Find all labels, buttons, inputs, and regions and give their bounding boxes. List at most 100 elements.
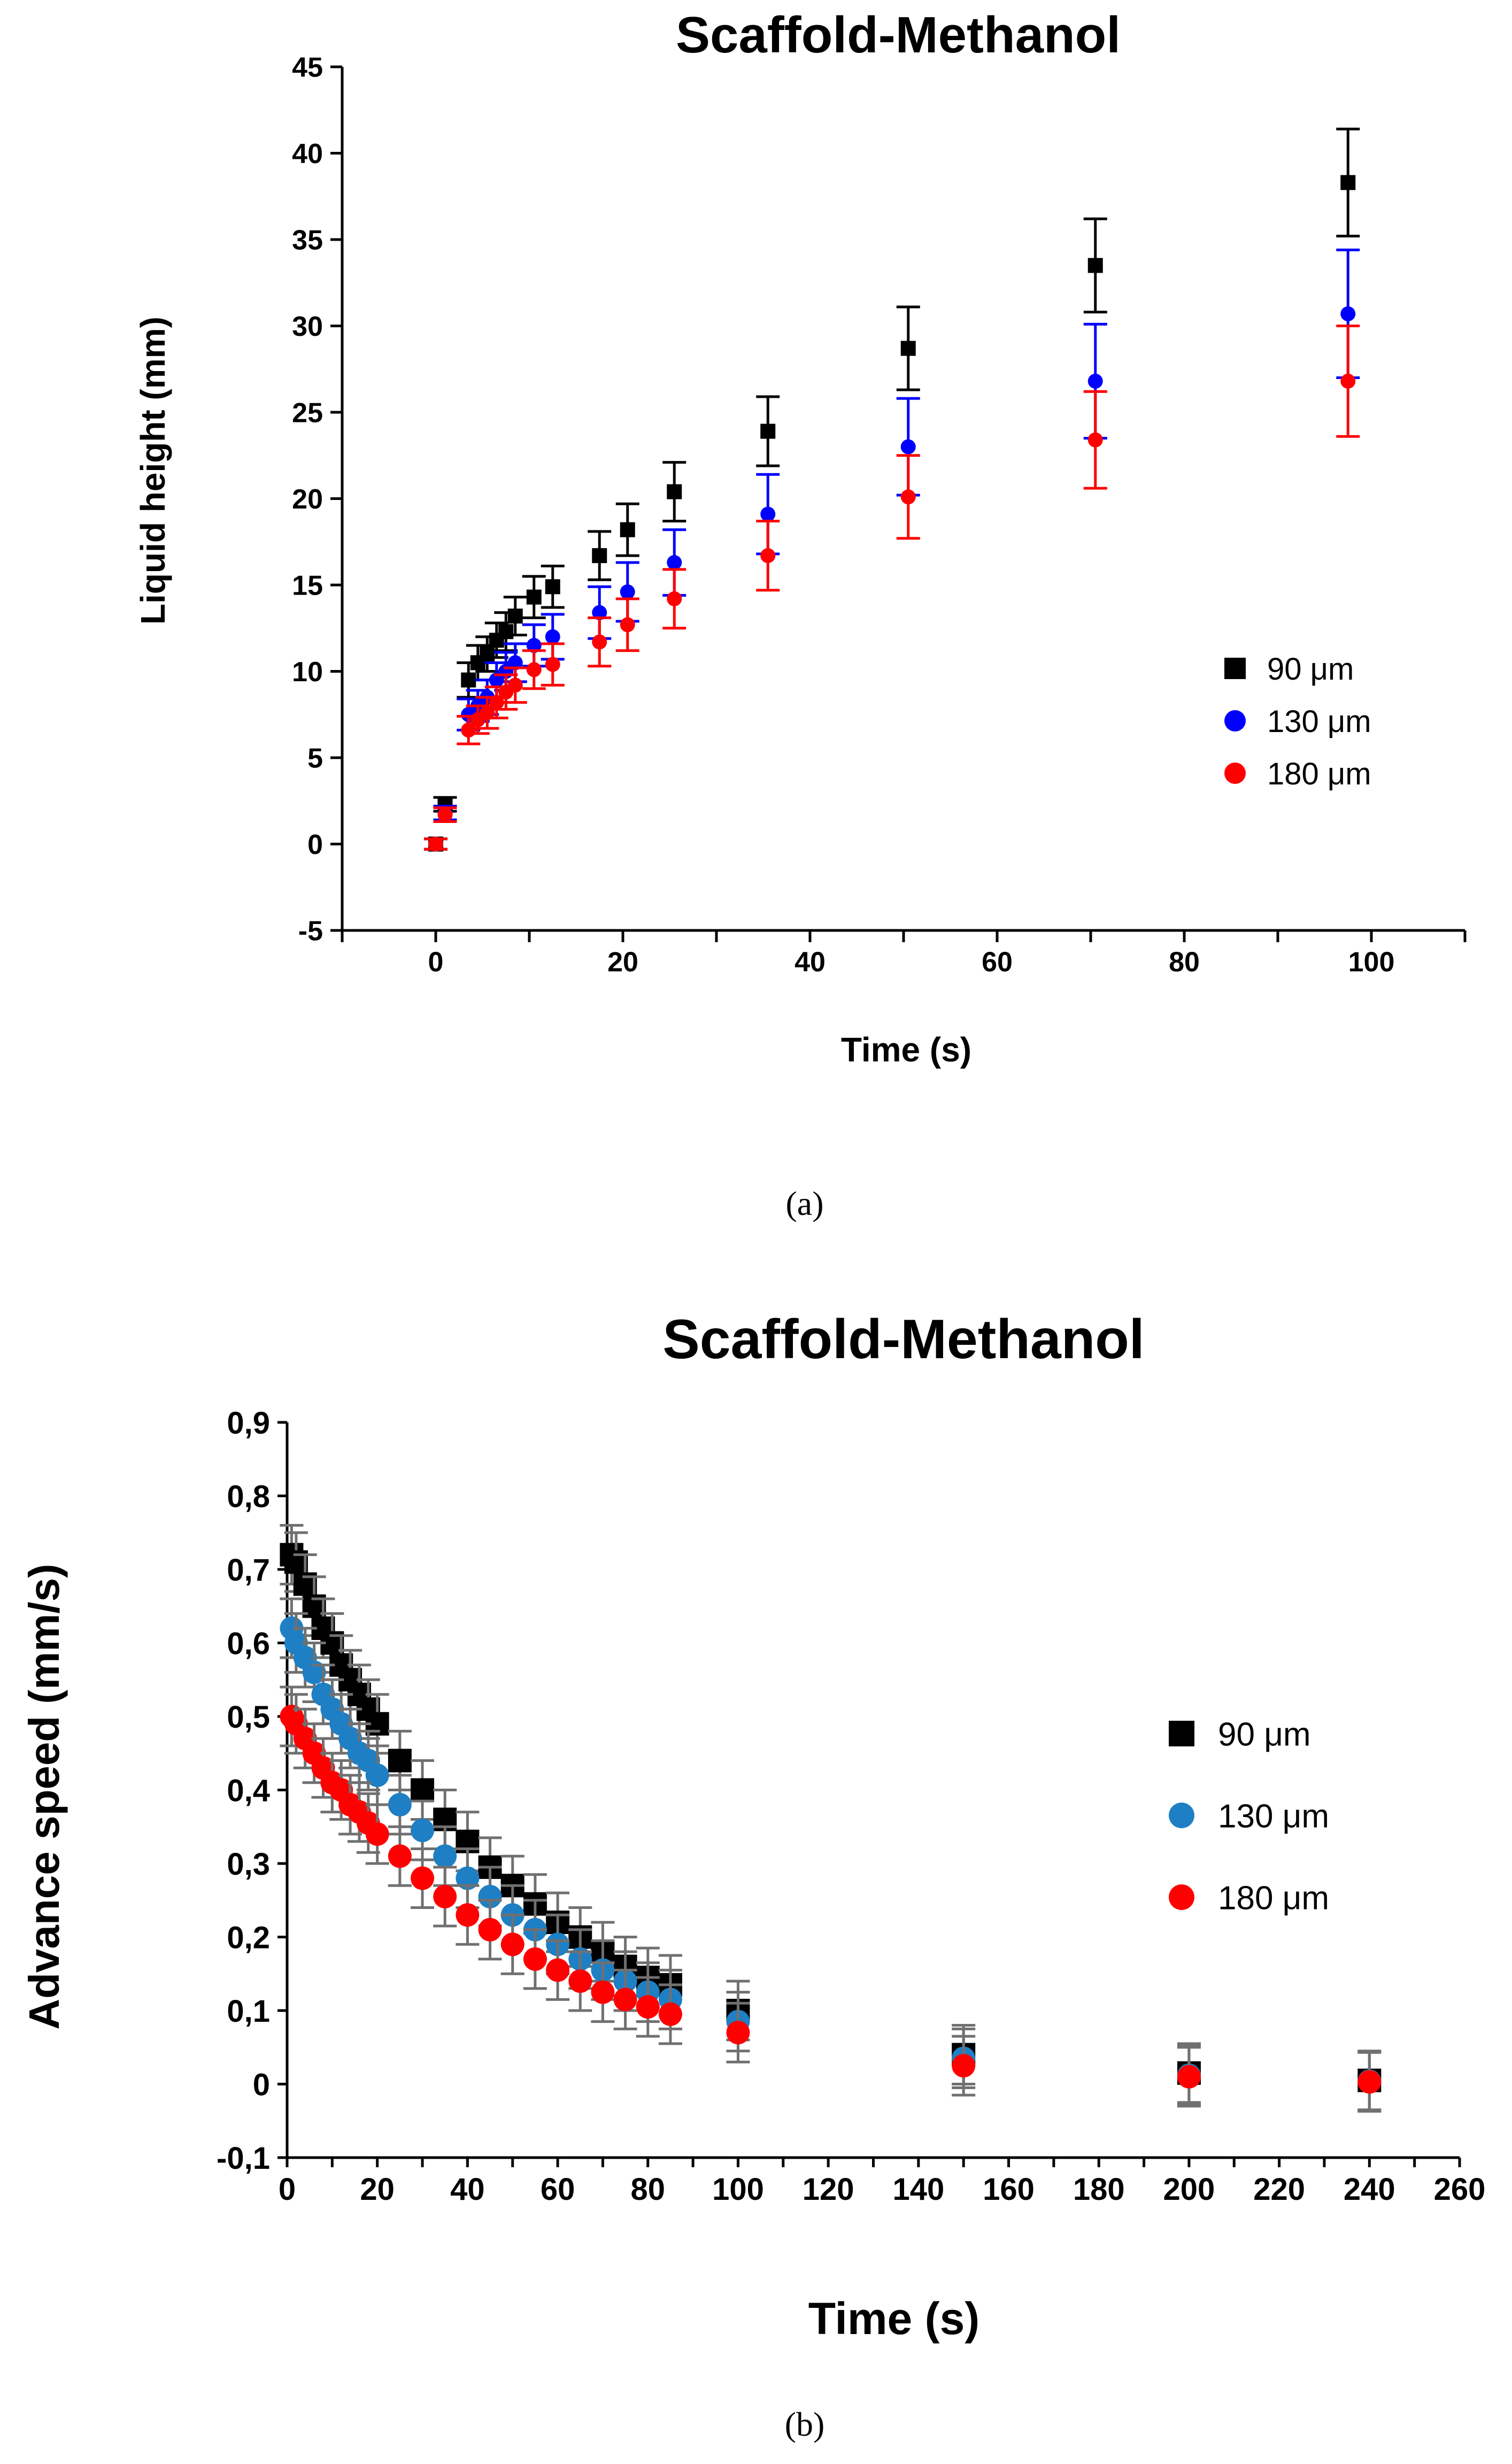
chart-a-y-tick-label: 35 bbox=[292, 225, 323, 256]
chart-a-point bbox=[620, 584, 635, 599]
chart-b-point bbox=[365, 1822, 389, 1846]
chart-a-point bbox=[1340, 373, 1356, 389]
chart-a-legend-marker-2 bbox=[1224, 763, 1246, 784]
chart-b-y-tick-label: -0,1 bbox=[217, 2141, 270, 2176]
chart-a-y-tick-label: 45 bbox=[292, 52, 323, 83]
chart-a-point bbox=[507, 609, 523, 624]
chart-b-point bbox=[591, 1980, 615, 2004]
chart-a-point bbox=[480, 705, 495, 721]
chart-b-y-tick-label: 0 bbox=[253, 2067, 270, 2102]
chart-a-point bbox=[667, 555, 682, 571]
chart-b: Scaffold-Methanol Time (s) Advance speed… bbox=[20, 1308, 1485, 2443]
chart-a-point bbox=[545, 629, 560, 644]
chart-a-y-tick-label: 5 bbox=[307, 743, 323, 774]
chart-a-point bbox=[592, 605, 607, 620]
chart-a-title: Scaffold-Methanol bbox=[676, 6, 1121, 64]
chart-b-legend-marker-0 bbox=[1169, 1721, 1194, 1746]
chart-a-point bbox=[900, 341, 916, 356]
chart-b-axes: -0,1 0 0,1 0,2 0,3 0,4 0,5 0,6 0,7 0,8 0,9 0 20 40 60 8… bbox=[217, 1406, 1485, 2207]
chart-a-point bbox=[498, 624, 514, 640]
chart-a-y-tick-label: -5 bbox=[298, 916, 323, 947]
chart-b-x-tick-label: 80 bbox=[631, 2172, 666, 2207]
chart-b-x-tick-label: 20 bbox=[360, 2172, 395, 2207]
chart-b-x-tick-label: 140 bbox=[892, 2172, 944, 2207]
chart-b-y-tick-label: 0,3 bbox=[227, 1847, 270, 1882]
chart-a-point bbox=[620, 522, 635, 537]
chart-a-x-tick-label: 20 bbox=[607, 947, 638, 978]
chart-a-plot: -5 0 5 10 15 20 25 30 35 40 45 0 20 40 60 80 100 90 μm 130… bbox=[292, 52, 1467, 978]
chart-a-point bbox=[489, 695, 504, 710]
chart-b-x-tick-label: 240 bbox=[1344, 2172, 1395, 2207]
chart-b-title: Scaffold-Methanol bbox=[662, 1308, 1144, 1370]
chart-a-y-tick-label: 0 bbox=[307, 829, 323, 860]
chart-b-point bbox=[388, 1844, 412, 1868]
chart-a: Scaffold-Methanol Time (s) Liquid height… bbox=[134, 6, 1467, 1222]
chart-a-y-tick-label: 10 bbox=[292, 657, 323, 688]
chart-b-legend-label-2: 180 μm bbox=[1218, 1880, 1329, 1916]
chart-b-point bbox=[388, 1793, 412, 1816]
chart-b-point bbox=[302, 1660, 326, 1684]
chart-a-y-tick-label: 15 bbox=[292, 571, 323, 602]
chart-b-point bbox=[456, 1903, 480, 1927]
chart-a-point bbox=[437, 807, 453, 822]
chart-a-legend-label-2: 180 μm bbox=[1267, 757, 1371, 791]
chart-b-series-2 bbox=[280, 1685, 1382, 2113]
chart-a-x-tick-label: 0 bbox=[428, 947, 444, 978]
chart-a-point bbox=[900, 489, 916, 505]
chart-b-point bbox=[658, 2002, 682, 2026]
chart-a-point bbox=[526, 589, 542, 605]
chart-b-caption: (b) bbox=[785, 2405, 825, 2443]
chart-a-point bbox=[1087, 258, 1103, 273]
chart-b-x-tick-label: 0 bbox=[279, 2172, 296, 2207]
chart-a-point bbox=[760, 548, 776, 564]
chart-a-point bbox=[900, 439, 916, 455]
chart-a-point bbox=[620, 617, 635, 633]
chart-a-legend-marker-0 bbox=[1224, 658, 1246, 679]
chart-a-series-1 bbox=[424, 248, 1360, 852]
chart-b-series-0 bbox=[280, 1524, 1382, 2112]
chart-b-legend: 90 μm 130 μm 180 μm bbox=[1169, 1716, 1329, 1916]
chart-b-x-tick-label: 260 bbox=[1434, 2172, 1486, 2207]
chart-a-caption: (a) bbox=[785, 1184, 823, 1222]
chart-a-point bbox=[1340, 175, 1356, 190]
chart-a-point bbox=[428, 836, 443, 852]
chart-b-x-tick-label: 180 bbox=[1073, 2172, 1125, 2207]
chart-b-point bbox=[613, 1988, 637, 2012]
chart-a-y-tick-label: 25 bbox=[292, 398, 323, 429]
chart-a-point bbox=[592, 634, 607, 650]
chart-a-y-tick-label: 30 bbox=[292, 311, 323, 342]
chart-a-x-tick-label: 100 bbox=[1348, 947, 1395, 978]
chart-b-point bbox=[456, 1866, 480, 1890]
chart-a-ylabel: Liquid height (mm) bbox=[134, 317, 172, 625]
chart-a-x-tick-label: 60 bbox=[982, 947, 1013, 978]
chart-a-point bbox=[1340, 306, 1356, 321]
chart-b-point bbox=[1177, 2065, 1201, 2089]
chart-b-ylabel: Advance speed (mm/s) bbox=[20, 1564, 68, 2029]
chart-a-point bbox=[480, 646, 495, 662]
chart-a-series-2 bbox=[424, 325, 1360, 852]
chart-a-point bbox=[667, 591, 682, 606]
chart-b-point bbox=[636, 1995, 660, 2019]
chart-b-point bbox=[478, 1884, 502, 1908]
chart-b-point bbox=[411, 1819, 435, 1843]
chart-b-x-tick-label: 100 bbox=[712, 2172, 764, 2207]
chart-b-x-tick-label: 120 bbox=[803, 2172, 854, 2207]
chart-a-point bbox=[1087, 432, 1103, 448]
chart-b-x-tick-label: 40 bbox=[450, 2172, 485, 2207]
chart-a-point bbox=[545, 579, 560, 595]
chart-a-point bbox=[526, 638, 542, 653]
chart-b-y-tick-label: 0,4 bbox=[227, 1773, 270, 1808]
chart-a-xlabel: Time (s) bbox=[841, 1030, 971, 1069]
chart-b-y-tick-label: 0,1 bbox=[227, 1994, 270, 2029]
chart-a-y-tick-label: 40 bbox=[292, 138, 323, 170]
chart-a-point bbox=[760, 506, 776, 522]
chart-a-point bbox=[667, 484, 682, 499]
chart-a-point bbox=[545, 657, 560, 672]
chart-b-point bbox=[952, 2054, 976, 2078]
chart-a-axes: -5 0 5 10 15 20 25 30 35 40 45 0 20 40 60 80 100 bbox=[292, 52, 1467, 978]
chart-b-y-tick-label: 0,9 bbox=[227, 1406, 270, 1441]
chart-b-series-1 bbox=[280, 1597, 1382, 2112]
chart-a-x-tick-label: 80 bbox=[1169, 947, 1200, 978]
chart-a-series-0 bbox=[424, 127, 1360, 852]
